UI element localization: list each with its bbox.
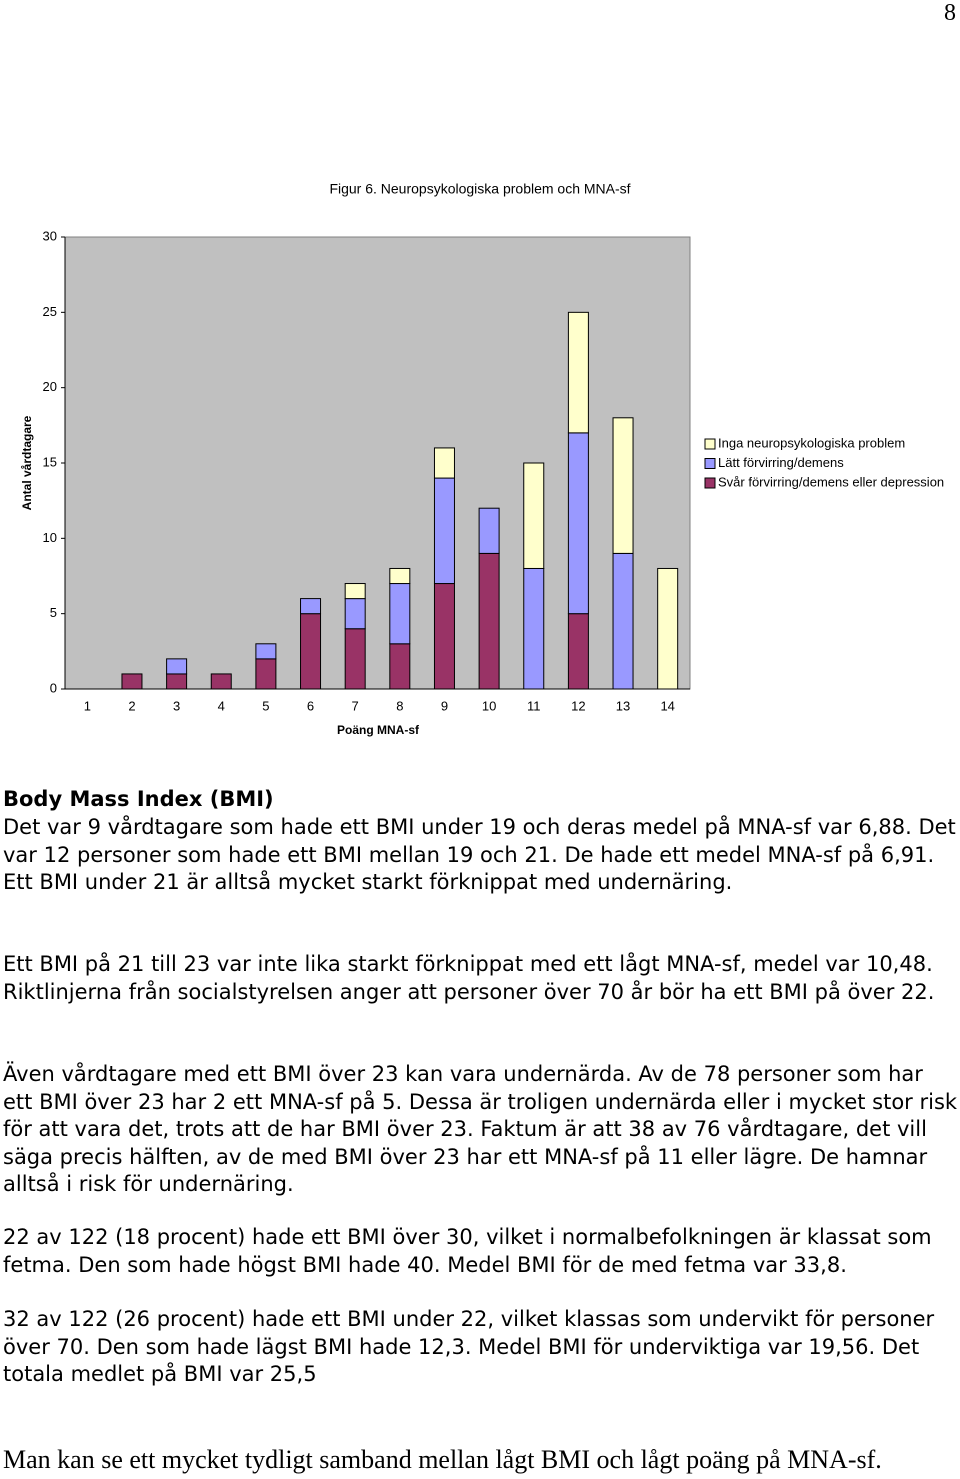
x-axis-label: Poäng MNA-sf <box>337 723 420 737</box>
bar-segment <box>121 673 143 690</box>
bar-segment <box>657 567 679 690</box>
x-tick-label: 9 <box>441 698 448 713</box>
plot-area <box>64 236 691 690</box>
bar-segment <box>433 477 455 585</box>
bar-segment <box>389 583 411 645</box>
legend-label: Lätt förvirring/demens <box>718 455 844 470</box>
x-tick-label: 14 <box>660 698 674 713</box>
bar-segment <box>344 598 366 630</box>
chart-title: Figur 6. Neuropsykologiska problem och M… <box>329 181 630 197</box>
y-tick-label: 30 <box>43 228 57 243</box>
legend-swatch <box>704 458 716 469</box>
bar-segment <box>255 658 277 690</box>
bar-segment <box>166 658 188 675</box>
x-tick-label: 13 <box>616 698 630 713</box>
y-tick-label: 10 <box>43 530 57 545</box>
x-tick-label: 4 <box>218 698 225 713</box>
paragraph: Det var 9 vårdtagare som hade ett BMI un… <box>3 815 956 894</box>
page-number: 8 <box>944 0 956 26</box>
bar-segment <box>344 628 366 690</box>
heading: Body Mass Index (BMI) <box>3 787 274 811</box>
x-tick-label: 8 <box>396 698 403 713</box>
bar-segment <box>300 598 322 615</box>
x-tick-label: 5 <box>262 698 269 713</box>
y-tick-label: 20 <box>43 379 57 394</box>
bar-segment <box>478 552 500 690</box>
y-tick-label: 25 <box>43 304 57 319</box>
legend-swatch <box>704 438 716 450</box>
bar-segment <box>255 643 277 660</box>
y-tick-label: 15 <box>43 454 57 469</box>
y-tick-label: 0 <box>50 680 57 695</box>
x-tick-label: 1 <box>84 698 91 713</box>
bar-segment <box>300 613 322 690</box>
chart: Figur 6. Neuropsykologiska problem och M… <box>20 181 944 737</box>
bar-segment <box>567 432 589 615</box>
legend-label: Svår förvirring/demens eller depression <box>718 474 944 489</box>
y-axis-label: Antal vårdtagare <box>20 415 34 510</box>
x-tick-label: 6 <box>307 698 314 713</box>
paragraph: Ett BMI på 21 till 23 var inte lika star… <box>3 952 935 1004</box>
x-tick-label: 7 <box>352 698 359 713</box>
bar-segment <box>210 673 232 690</box>
paragraph: 32 av 122 (26 procent) hade ett BMI unde… <box>3 1307 935 1386</box>
x-tick-label: 3 <box>173 698 180 713</box>
bar-segment <box>567 613 589 690</box>
bar-segment <box>433 583 455 690</box>
bar-segment <box>166 673 188 690</box>
bar-segment <box>389 567 411 585</box>
paragraph: 22 av 122 (18 procent) hade ett BMI över… <box>3 1225 932 1277</box>
footer: Man kan se ett mycket tydligt samband me… <box>3 1445 882 1474</box>
legend-label: Inga neuropsykologiska problem <box>718 435 905 450</box>
bar-segment <box>612 552 634 690</box>
bar-segment <box>344 583 366 600</box>
bar-segment <box>612 417 634 554</box>
bar-segment <box>389 643 411 690</box>
legend-swatch <box>704 477 716 489</box>
y-tick-label: 5 <box>50 605 57 620</box>
x-tick-label: 12 <box>571 698 585 713</box>
x-tick-label: 10 <box>482 698 496 713</box>
x-tick-label: 2 <box>128 698 135 713</box>
bar-segment <box>433 447 455 479</box>
bar-segment <box>478 507 500 554</box>
bar-segment <box>567 311 589 434</box>
paragraph: Även vårdtagare med ett BMI över 23 kan … <box>3 1062 958 1196</box>
bar-segment <box>523 567 545 690</box>
x-tick-label: 11 <box>527 698 541 713</box>
bar-segment <box>523 462 545 569</box>
